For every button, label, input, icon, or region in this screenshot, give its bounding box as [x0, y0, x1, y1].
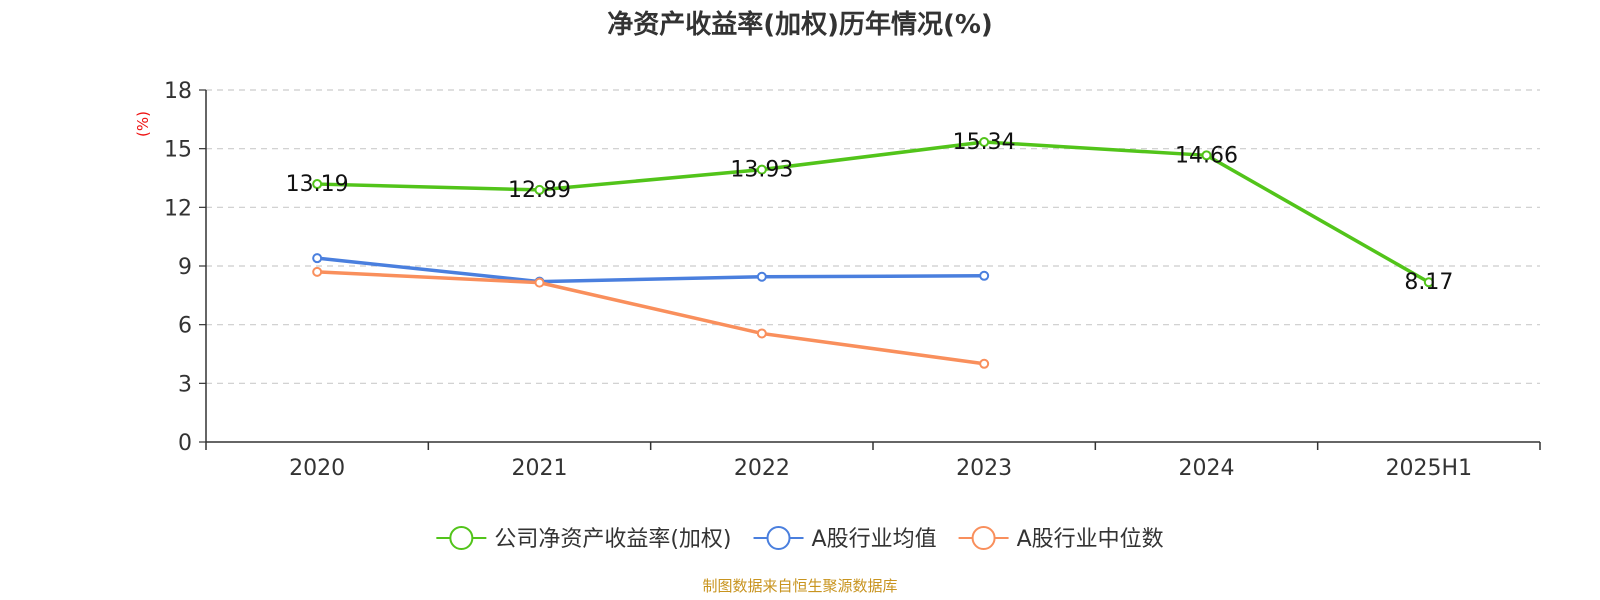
- data-point[interactable]: [534, 184, 545, 195]
- y-tick-label: 12: [164, 196, 192, 221]
- source-note: 制图数据来自恒生聚源数据库: [702, 577, 897, 595]
- x-tick-label: 2022: [734, 456, 790, 481]
- data-point[interactable]: [312, 266, 323, 277]
- data-point[interactable]: [979, 358, 990, 369]
- data-label: 13.93: [730, 158, 793, 183]
- x-tick-label: 2020: [289, 456, 345, 481]
- data-point[interactable]: [756, 164, 767, 175]
- series-lines: [312, 137, 1434, 369]
- y-tick-label: 0: [178, 431, 192, 456]
- data-labels: 13.19 12.89 13.93 15.34 14.66 8.17: [286, 130, 1454, 295]
- legend-marker-icon: [766, 526, 791, 550]
- data-label: 12.89: [508, 178, 571, 203]
- data-point[interactable]: [979, 137, 990, 148]
- legend-item-0[interactable]: 公司净资产收益率(加权): [436, 526, 732, 552]
- legend-marker-icon: [449, 526, 474, 550]
- grid-lines: [206, 89, 1540, 384]
- data-point[interactable]: [534, 277, 545, 288]
- data-label: 15.34: [953, 130, 1016, 155]
- y-tick-label: 6: [178, 314, 192, 339]
- y-tick-label: 18: [164, 79, 192, 104]
- x-tick-label: 2025H1: [1386, 456, 1473, 481]
- y-tick-label: 3: [178, 372, 192, 397]
- legend-label: A股行业中位数: [1017, 527, 1164, 552]
- data-label: 14.66: [1175, 143, 1238, 168]
- data-point[interactable]: [1201, 150, 1212, 161]
- data-point[interactable]: [756, 328, 767, 339]
- legend-label: 公司净资产收益率(加权): [494, 527, 731, 552]
- legend[interactable]: 公司净资产收益率(加权) A股行业均值 A股行业中位数: [436, 526, 1164, 552]
- series-line-2: [317, 270, 985, 366]
- series-line-0: [317, 140, 1430, 284]
- x-tick-label: 2024: [1179, 456, 1235, 481]
- legend-marker-icon: [971, 526, 996, 550]
- legend-label: A股行业均值: [812, 527, 937, 552]
- data-label: 13.19: [286, 172, 349, 197]
- chart-title: 净资产收益率(加权)历年情况(%): [607, 9, 993, 40]
- series-line-1: [316, 256, 985, 284]
- axes: 0 3 6 9 12 15 18 2020 2021 2022 2023 2024 2025H1: [164, 79, 1541, 481]
- data-label: 8.17: [1404, 270, 1453, 295]
- data-point[interactable]: [1423, 277, 1434, 288]
- data-point[interactable]: [312, 179, 323, 190]
- data-point[interactable]: [979, 270, 990, 281]
- y-tick-label: 15: [164, 138, 192, 163]
- legend-item-1[interactable]: A股行业均值: [753, 526, 937, 552]
- y-tick-label: 9: [178, 255, 192, 280]
- y-axis-unit-label: (%): [134, 111, 152, 137]
- data-point[interactable]: [756, 271, 767, 282]
- x-tick-label: 2021: [512, 456, 568, 481]
- x-tick-label: 2023: [956, 456, 1012, 481]
- data-point[interactable]: [312, 253, 323, 264]
- legend-item-2[interactable]: A股行业中位数: [958, 526, 1164, 552]
